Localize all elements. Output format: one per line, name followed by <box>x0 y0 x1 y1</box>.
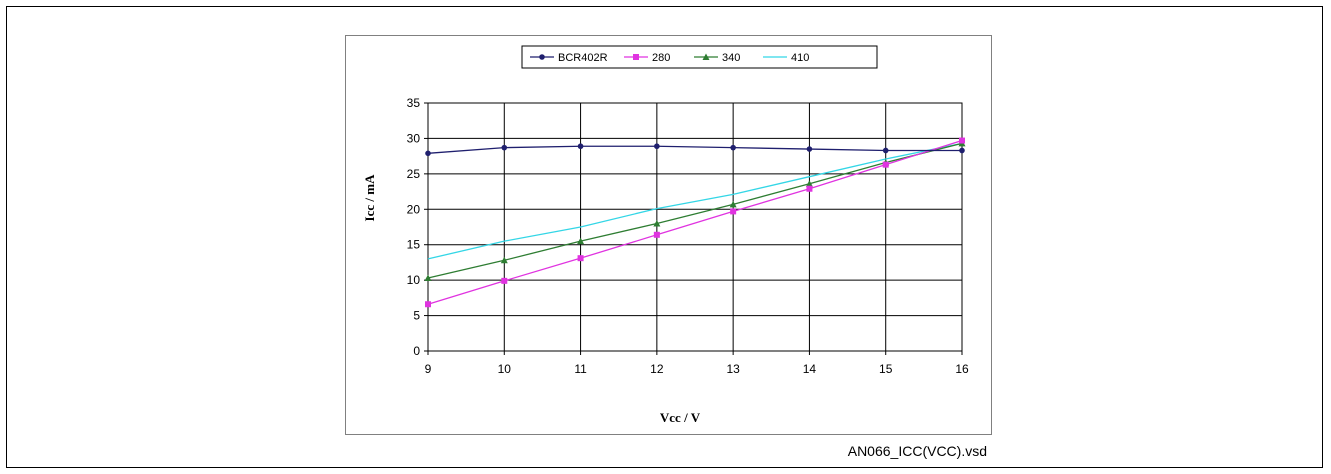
legend-label: 410 <box>791 52 809 64</box>
chart-grid <box>424 102 963 355</box>
data-point <box>653 219 661 227</box>
chart-series <box>424 137 966 308</box>
legend-entry: BCR402R <box>530 52 608 64</box>
x-tick-label: 11 <box>574 362 587 376</box>
legend-entry: 340 <box>694 52 740 64</box>
data-point <box>730 208 737 215</box>
data-point <box>959 147 965 154</box>
data-point <box>729 200 737 208</box>
series-410 <box>427 142 963 260</box>
x-tick-label: 16 <box>955 362 969 376</box>
data-point <box>882 147 889 154</box>
legend-label: BCR402R <box>558 52 608 64</box>
x-tick-label: 9 <box>425 362 432 376</box>
x-axis-label: Vcc / V <box>660 410 701 425</box>
y-axis-label: Icc / mA <box>362 174 377 222</box>
x-tick-label: 15 <box>879 362 893 376</box>
axis-ticks: 0 5 10 15 20 25 30 35 9 10 11 12 13 14 15 16 <box>407 96 969 376</box>
y-tick-label: 0 <box>413 344 420 358</box>
data-point <box>805 180 813 187</box>
series-line <box>427 142 963 279</box>
data-point <box>730 144 736 151</box>
data-point <box>959 137 965 144</box>
y-tick-label: 20 <box>407 202 421 216</box>
legend: BCR402R 280 340 410 <box>521 45 878 69</box>
legend-label: 280 <box>652 52 670 64</box>
y-tick-label: 15 <box>407 238 421 252</box>
x-tick-label: 13 <box>726 362 740 376</box>
data-point <box>653 231 660 238</box>
x-tick-label: 12 <box>650 362 664 376</box>
series-bcr402r <box>425 143 965 157</box>
data-point <box>702 53 710 60</box>
data-point <box>424 274 432 282</box>
data-point <box>633 54 639 60</box>
data-point <box>806 146 813 152</box>
legend-entry: 280 <box>624 52 670 64</box>
data-point <box>577 255 584 262</box>
legend-label: 340 <box>722 52 740 64</box>
y-tick-label: 30 <box>407 131 421 145</box>
line-chart: BCR402R 280 340 410 0 5 10 15 20 25 30 35 9 10 11 12 13… <box>362 45 969 425</box>
y-tick-label: 5 <box>413 309 420 323</box>
series-line <box>427 145 962 154</box>
y-tick-label: 35 <box>407 96 421 110</box>
x-tick-label: 10 <box>498 362 512 376</box>
y-tick-label: 25 <box>407 167 421 181</box>
data-point <box>425 150 431 157</box>
data-point <box>806 185 813 192</box>
plot-border <box>427 102 963 352</box>
data-point <box>425 301 431 308</box>
data-point <box>882 161 889 168</box>
data-point <box>654 143 660 150</box>
figure-caption: AN066_ICC(VCC).vsd <box>847 443 987 459</box>
x-tick-label: 14 <box>803 362 817 376</box>
data-point <box>500 256 508 264</box>
series-line <box>427 142 963 260</box>
data-point <box>501 144 508 151</box>
series-340 <box>424 139 966 282</box>
data-point <box>577 237 585 245</box>
data-point <box>577 143 584 150</box>
series-line <box>427 139 963 305</box>
series-280 <box>425 137 965 308</box>
data-point <box>501 277 508 284</box>
y-tick-label: 10 <box>407 273 421 287</box>
chart-area: BCR402R 280 340 410 0 5 10 15 20 25 30 35 9 10 11 12 13… <box>345 35 992 435</box>
data-point <box>539 54 545 60</box>
legend-entry: 410 <box>763 52 809 64</box>
